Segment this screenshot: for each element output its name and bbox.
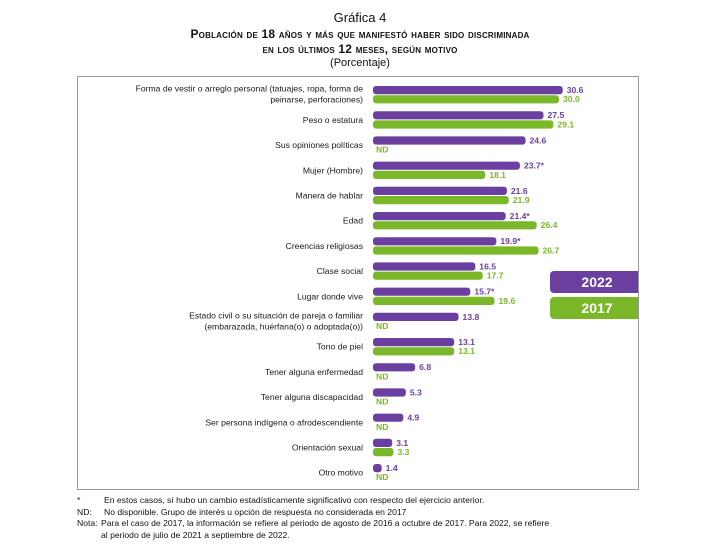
bar-2022 — [373, 338, 455, 347]
footnote-text: al periodo de julio de 2021 a septiembre… — [101, 529, 290, 540]
value-label-2022: 16.5 — [479, 261, 496, 271]
value-label-2017: ND — [376, 145, 388, 155]
bar-2022 — [373, 212, 506, 221]
category-label: Sus opiniones políticas — [275, 140, 363, 150]
value-label-2017: 26.7 — [543, 245, 560, 255]
value-label-2017: 19.6 — [499, 296, 516, 306]
value-label-2017: ND — [376, 371, 388, 381]
bar-2017 — [373, 120, 554, 129]
bar-2017 — [373, 448, 394, 457]
bar-2022 — [373, 86, 563, 95]
bar-2017 — [373, 246, 539, 255]
value-label-2022: 4.9 — [407, 413, 419, 423]
value-label-2022: 21.6 — [511, 186, 528, 196]
value-label-2022: 24.6 — [530, 135, 547, 145]
value-label-2022: 19.9* — [500, 236, 521, 246]
value-label-2017: 26.4 — [541, 220, 558, 230]
category-label: Otro motivo — [319, 468, 364, 478]
value-label-2017: 17.7 — [487, 271, 504, 281]
value-label-2017: 30.0 — [563, 94, 580, 104]
bar-2017 — [373, 271, 483, 280]
bar-2022 — [373, 363, 416, 372]
value-label-2022: 6.8 — [419, 362, 431, 372]
chart-title-line-1: Población de 18 años y más que manifestó… — [190, 27, 530, 41]
footnote-nd: ND: No disponible. Grupo de interés u op… — [77, 507, 687, 519]
footnotes: * En estos casos, sí hubo un cambio esta… — [77, 495, 687, 541]
bar-2017 — [373, 296, 495, 305]
bar-2017 — [373, 170, 486, 179]
value-label-2022: 21.4* — [510, 211, 531, 221]
value-label-2017: ND — [376, 422, 388, 432]
bar-2022 — [373, 262, 476, 271]
category-label: Lugar donde vive — [297, 291, 363, 301]
category-label: Forma de vestir o arreglo personal (tatu… — [136, 84, 364, 105]
category-label: Edad — [343, 216, 363, 226]
bar-2022 — [373, 136, 526, 145]
category-label: Creencias religiosas — [286, 241, 363, 251]
value-label-2017: ND — [376, 472, 388, 482]
footnote-nota-cont: al periodo de julio de 2021 a septiembre… — [77, 530, 687, 542]
value-label-2022: 30.6 — [567, 85, 584, 95]
value-label-2017: 3.3 — [397, 447, 409, 457]
category-label: Estado civil o su situación de pareja o … — [189, 311, 363, 332]
value-label-2022: 15.7* — [474, 287, 495, 297]
bar-2022 — [373, 186, 507, 195]
bar-2022 — [373, 464, 382, 473]
chart-subtitle: (Porcentaje) — [330, 57, 390, 69]
bar-2017 — [373, 95, 559, 104]
value-label-2022: 27.5 — [548, 110, 565, 120]
bar-2022 — [373, 438, 393, 447]
footnote-text: No disponible. Grupo de interés u opción… — [104, 506, 407, 517]
chart-title-line-2: en los últimos 12 meses, según motivo — [262, 42, 458, 56]
bar-2017 — [373, 196, 509, 205]
value-label-2017: 18.1 — [489, 170, 506, 180]
footnote-asterisk: * En estos casos, sí hubo un cambio esta… — [77, 495, 687, 507]
value-label-2017: 21.9 — [513, 195, 530, 205]
footnote-text: En estos casos, sí hubo un cambio estadí… — [104, 495, 485, 505]
legend-label-2022: 2022 — [581, 274, 612, 290]
category-label: Tono de piel — [317, 342, 363, 352]
legend-label-2017: 2017 — [581, 300, 612, 316]
bar-2022 — [373, 161, 520, 170]
footnote-mark: * — [77, 495, 81, 505]
bar-2022 — [373, 388, 406, 397]
category-label: Tener alguna discapacidad — [261, 392, 363, 402]
bar-chart: Forma de vestir o arreglo personal (tatu… — [136, 84, 638, 482]
footnote-nota: Nota: Para el caso de 2017, la informaci… — [77, 518, 687, 530]
legend-swatch-2017 — [550, 297, 638, 319]
bar-2017 — [373, 221, 537, 230]
bar-2022 — [373, 287, 471, 296]
category-label: Ser persona indígena o afrodescendiente — [205, 417, 363, 427]
bar-2017 — [373, 347, 455, 356]
value-label-2022: 23.7* — [524, 161, 545, 171]
value-label-2022: 13.1 — [458, 337, 475, 347]
footnote-text: Para el caso de 2017, la información se … — [101, 518, 550, 528]
value-label-2017: ND — [376, 397, 388, 407]
value-label-2022: 5.3 — [410, 387, 422, 397]
category-label: Peso o estatura — [303, 115, 363, 125]
chart-frame: Forma de vestir o arreglo personal (tatu… — [77, 76, 639, 490]
footnote-mark — [77, 530, 101, 542]
bar-2022 — [373, 111, 544, 120]
bar-2022 — [373, 413, 404, 422]
bar-2022 — [373, 237, 497, 246]
category-label: Mujer (Hombre) — [303, 165, 363, 175]
category-label: Manera de hablar — [296, 191, 363, 201]
footnote-mark: Nota: — [77, 518, 98, 528]
value-label-2022: 13.8 — [463, 312, 480, 322]
figure-number: Gráfica 4 — [333, 10, 387, 25]
value-label-2017: 13.1 — [458, 346, 475, 356]
legend-swatch-2022 — [550, 271, 638, 293]
footnote-mark: ND: — [77, 506, 92, 517]
value-label-2022: 3.1 — [396, 438, 408, 448]
category-label: Clase social — [317, 266, 363, 276]
value-label-2017: 29.1 — [557, 119, 574, 129]
category-label: Tener alguna enfermedad — [265, 367, 363, 377]
category-label: Orientación sexual — [292, 443, 363, 453]
value-label-2022: 1.4 — [386, 463, 398, 473]
bar-2022 — [373, 312, 459, 321]
value-label-2017: ND — [376, 321, 388, 331]
